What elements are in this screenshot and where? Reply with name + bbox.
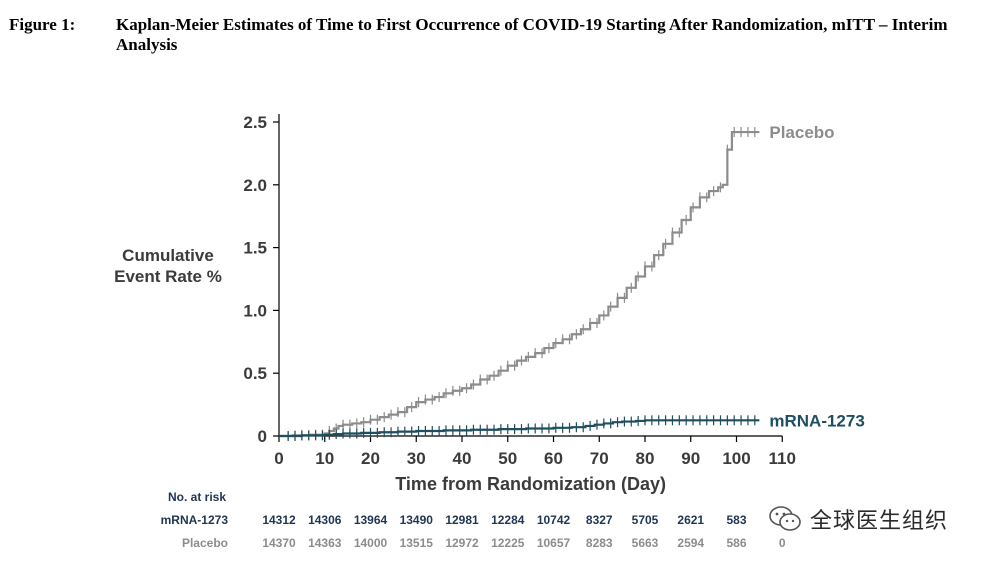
x-tick-label: 0	[274, 449, 283, 468]
risk-count: 13515	[399, 536, 433, 550]
risk-count: 12981	[445, 513, 479, 527]
risk-count: 13964	[353, 513, 388, 527]
y-tick-label: 1.5	[243, 239, 267, 258]
risk-row-label: mRNA-1273	[160, 513, 228, 527]
risk-count: 10742	[536, 513, 571, 527]
risk-count: 14370	[262, 536, 296, 550]
risk-count: 583	[726, 513, 747, 527]
x-tick-label: 80	[636, 449, 655, 468]
risk-count: 586	[726, 536, 747, 550]
risk-count: 2594	[677, 536, 705, 550]
series-label-placebo: Placebo	[769, 123, 834, 142]
risk-count: 10657	[536, 536, 571, 550]
x-tick-label: 60	[544, 449, 563, 468]
risk-count: 0	[778, 536, 786, 550]
risk-count: 14000	[353, 536, 388, 550]
series-line-placebo	[279, 130, 760, 438]
risk-count: 13490	[399, 513, 433, 527]
risk-count: 14306	[308, 513, 342, 527]
risk-count: 12225	[491, 536, 525, 550]
x-axis-label: Time from Randomization (Day)	[395, 474, 666, 494]
risk-table-header: No. at risk	[168, 490, 227, 504]
x-tick-label: 50	[498, 449, 517, 468]
x-tick-label: 40	[453, 449, 472, 468]
x-tick-label: 30	[407, 449, 426, 468]
y-axis-label: Cumulative Event Rate %	[114, 246, 222, 286]
risk-row-label: Placebo	[181, 536, 228, 550]
watermark: 全球医生组织	[768, 503, 948, 535]
risk-count: 14363	[308, 536, 342, 550]
risk-count: 8327	[585, 513, 613, 527]
risk-count: 5705	[631, 513, 659, 527]
y-tick-label: 1.0	[243, 301, 267, 320]
km-chart: 0 0.5 1.0 1.5 2.0 2.5 0 10 20 30 40 50 60 70 80 90 100 11…	[243, 113, 864, 494]
series-label-mrna: mRNA-1273	[769, 411, 864, 430]
x-tick-label: 90	[681, 449, 700, 468]
x-tick-label: 70	[590, 449, 609, 468]
x-tick-label: 100	[722, 449, 750, 468]
risk-count: 5663	[631, 536, 659, 550]
watermark-text: 全球医生组织	[810, 508, 949, 533]
y-tick-label: 0	[258, 427, 267, 446]
risk-count: 12284	[491, 513, 525, 527]
risk-count: 8283	[585, 536, 613, 550]
x-tick-label: 20	[361, 449, 380, 468]
wechat-icon	[768, 505, 802, 533]
x-tick-label: 10	[315, 449, 334, 468]
figure-label: Figure 1:	[9, 15, 76, 34]
risk-count: 2621	[677, 513, 705, 527]
risk-count: 14312	[262, 513, 296, 527]
x-tick-label: 110	[769, 449, 796, 468]
risk-count: 12972	[445, 536, 479, 550]
y-tick-label: 0.5	[243, 364, 267, 383]
y-tick-label: 2.5	[243, 113, 267, 132]
figure-title: Kaplan-Meier Estimates of Time to First …	[116, 15, 948, 54]
y-tick-label: 2.0	[243, 176, 267, 195]
series-line-mrna	[279, 419, 760, 438]
